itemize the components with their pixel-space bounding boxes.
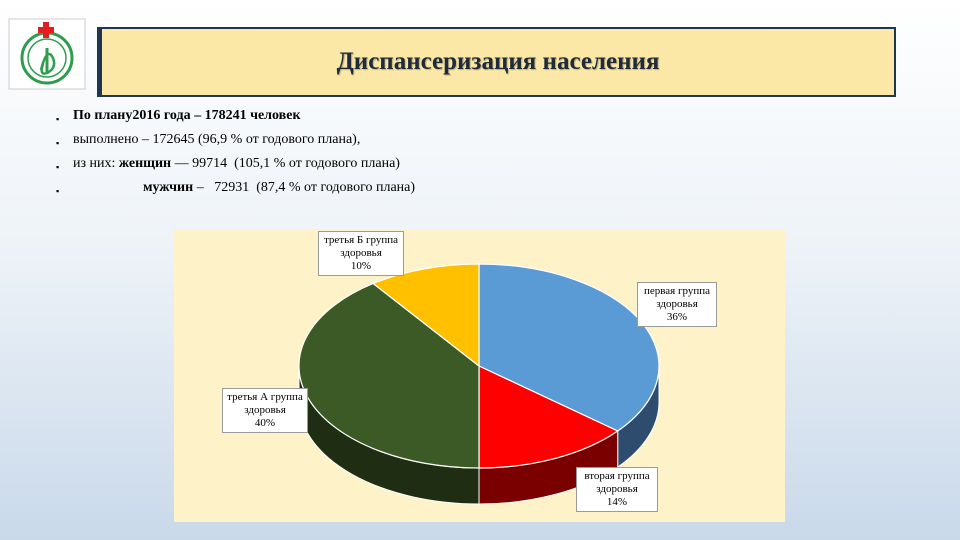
bullet-marker: ▪ <box>56 162 60 172</box>
summary-text-part: – 72931 (87,4 % от годового плана) <box>193 180 416 195</box>
summary-text: из них: женщин — 99714 (105,1 % от годов… <box>73 156 400 172</box>
pie-svg <box>298 263 660 505</box>
title-banner: Диспансеризация населения <box>100 27 896 97</box>
label-third-a-group: третья А группа здоровья 40% <box>222 388 308 433</box>
label-first-group-value: 36% <box>666 311 688 323</box>
bullet-marker: ▪ <box>56 114 60 124</box>
label-third-a-group-line1: третья А группа <box>227 391 303 403</box>
label-third-a-group-line2: здоровья <box>244 404 286 416</box>
bullet-marker: ▪ <box>56 138 60 148</box>
slice-third-b-group <box>372 263 480 368</box>
slice-second-group <box>478 365 619 469</box>
summary-text: мужчин – 72931 (87,4 % от годового плана… <box>73 180 415 196</box>
label-second-group: вторая группа здоровья 14% <box>576 467 658 512</box>
label-third-b-group-line1: третья Б группа <box>323 234 399 246</box>
summary-text: выполнено – 172645 (96,9 % от годового п… <box>73 132 360 148</box>
label-first-group-line1: первая группа <box>643 285 711 297</box>
label-third-b-group: третья Б группа здоровья 10% <box>318 231 404 276</box>
label-first-group-line2: здоровья <box>656 298 698 310</box>
bullet-marker: ▪ <box>56 186 60 196</box>
summary-text-part: — 99714 (105,1 % от годового плана) <box>171 156 400 171</box>
page-title: Диспансеризация населения <box>336 48 660 75</box>
label-third-b-group-value: 10% <box>350 260 372 272</box>
label-first-group: первая группа здоровья 36% <box>637 282 717 327</box>
summary-text-part <box>73 180 143 195</box>
pie-chart: первая группа здоровья 36% вторая группа здо… <box>174 229 785 522</box>
summary-text-part: женщин <box>118 156 172 171</box>
logo-emblem <box>8 18 86 90</box>
summary-text-part: выполнено – 172645 (96,9 % от годового п… <box>73 132 361 147</box>
label-second-group-value: 14% <box>606 496 628 508</box>
summary-text: По плану2016 года – 178241 человек <box>73 108 301 124</box>
label-third-a-group-value: 40% <box>254 417 276 429</box>
summary-text-part: из них: <box>73 156 119 171</box>
label-third-b-group-line2: здоровья <box>340 247 382 259</box>
summary-text-part: мужчин <box>143 180 194 195</box>
label-second-group-line2: здоровья <box>596 483 638 495</box>
summary-text-part: По плану2016 года – 178241 человек <box>73 108 301 123</box>
label-second-group-line1: вторая группа <box>584 470 650 482</box>
pie-tops <box>298 263 660 469</box>
